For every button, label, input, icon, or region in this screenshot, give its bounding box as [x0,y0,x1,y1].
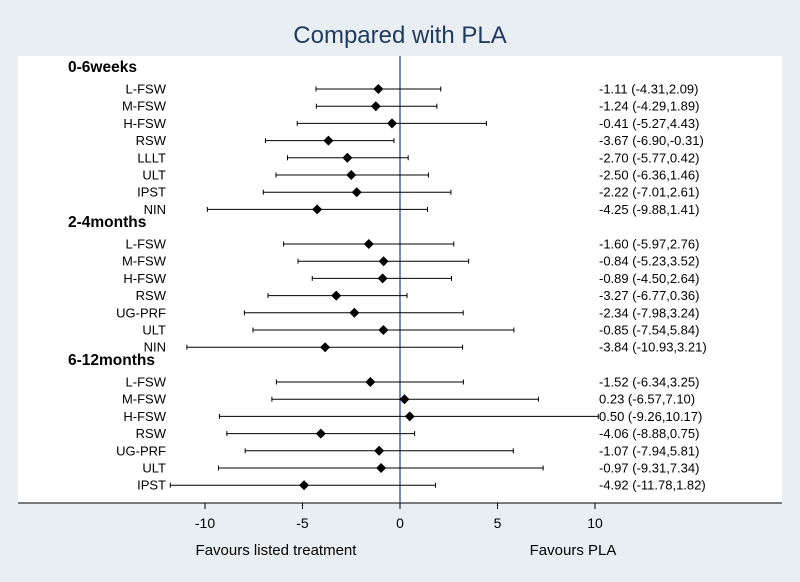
row-label: ULT [142,461,166,476]
row-label: ULT [142,168,166,183]
estimate-text: 0.50 (-9.26,10.17) [599,409,702,424]
estimate-text: -3.67 (-6.90,-0.31) [599,133,704,148]
estimate-marker [374,445,385,456]
row-label: NIN [144,340,166,355]
row-label: NIN [144,202,166,217]
row-label: H-FSW [123,409,166,424]
estimate-text: -1.11 (-4.31,2.09) [599,82,698,97]
estimate-marker [346,170,357,180]
estimate-marker [323,135,334,146]
estimate-marker [387,118,398,129]
estimate-text: -3.84 (-10.93,3.21) [599,340,707,355]
estimate-text: -0.84 (-5.23,3.52) [599,254,699,269]
row-label: RSW [136,133,167,148]
group-header: 0-6weeks [68,59,137,76]
estimate-text: -0.97 (-9.31,7.34) [599,461,699,476]
estimate-marker [377,273,388,284]
row-label: M-FSW [122,392,167,407]
row-label: L-FSW [126,82,167,97]
row-label: M-FSW [122,99,167,114]
estimate-marker [399,394,410,405]
estimate-marker [365,377,376,387]
row-label: H-FSW [123,271,166,286]
x-tick-label: 5 [494,515,502,531]
estimate-marker [299,480,310,491]
row-label: LLLT [137,150,166,165]
estimate-text: -4.06 (-8.88,0.75) [599,426,699,441]
estimate-marker [363,239,374,249]
estimate-text: -2.34 (-7.98,3.24) [599,305,699,320]
estimate-text: -0.89 (-4.50,2.64) [599,271,699,286]
estimate-marker [312,204,323,215]
estimate-marker [320,342,331,353]
estimate-text: -0.41 (-5.27,4.43) [599,116,699,131]
estimate-marker [349,307,360,318]
x-tick-label: 0 [396,515,404,531]
row-label: L-FSW [126,237,167,252]
row-label: IPST [137,478,166,493]
row-label: M-FSW [122,254,167,269]
estimate-text: -1.60 (-5.97,2.76) [599,237,699,252]
estimate-marker [370,101,381,112]
estimate-text: -4.25 (-9.88,1.41) [599,202,699,217]
estimate-text: -1.52 (-6.34,3.25) [599,375,699,390]
row-label: H-FSW [123,116,166,131]
row-label: L-FSW [126,375,167,390]
row-label: UG-PRF [116,443,166,458]
estimate-marker [378,256,389,267]
estimate-marker [376,463,387,473]
row-label: RSW [136,426,167,441]
estimate-text: -0.85 (-7.54,5.84) [599,323,699,338]
group-header: 6-12months [68,352,155,369]
estimate-marker [342,152,353,163]
row-label: UG-PRF [116,305,166,320]
favours-treatment-caption: Favours listed treatment [196,542,358,559]
row-label: ULT [142,323,166,338]
estimate-marker [315,428,326,439]
estimate-marker [351,187,362,198]
estimate-text: -3.27 (-6.77,0.36) [599,288,699,303]
row-label: RSW [136,288,167,303]
estimate-text: -2.22 (-7.01,2.61) [599,185,699,200]
x-tick-label: -5 [296,515,309,531]
estimate-marker [373,84,384,94]
estimate-text: -1.07 (-7.94,5.81) [599,443,699,458]
favours-pla-caption: Favours PLA [530,542,617,559]
estimate-text: -2.50 (-6.36,1.46) [599,168,699,183]
estimate-text: -2.70 (-5.77,0.42) [599,150,699,165]
x-tick-label: -10 [195,515,215,531]
estimate-marker [331,290,342,301]
chart-title: Compared with PLA [293,22,506,49]
estimate-marker [404,411,415,422]
estimate-text: 0.23 (-6.57,7.10) [599,392,695,407]
estimate-marker [378,325,389,335]
row-label: IPST [137,185,166,200]
x-tick-label: 10 [587,515,603,531]
group-header: 2-4months [68,214,146,231]
estimate-text: -1.24 (-4.29,1.89) [599,99,699,114]
estimate-text: -4.92 (-11.78,1.82) [599,478,706,493]
